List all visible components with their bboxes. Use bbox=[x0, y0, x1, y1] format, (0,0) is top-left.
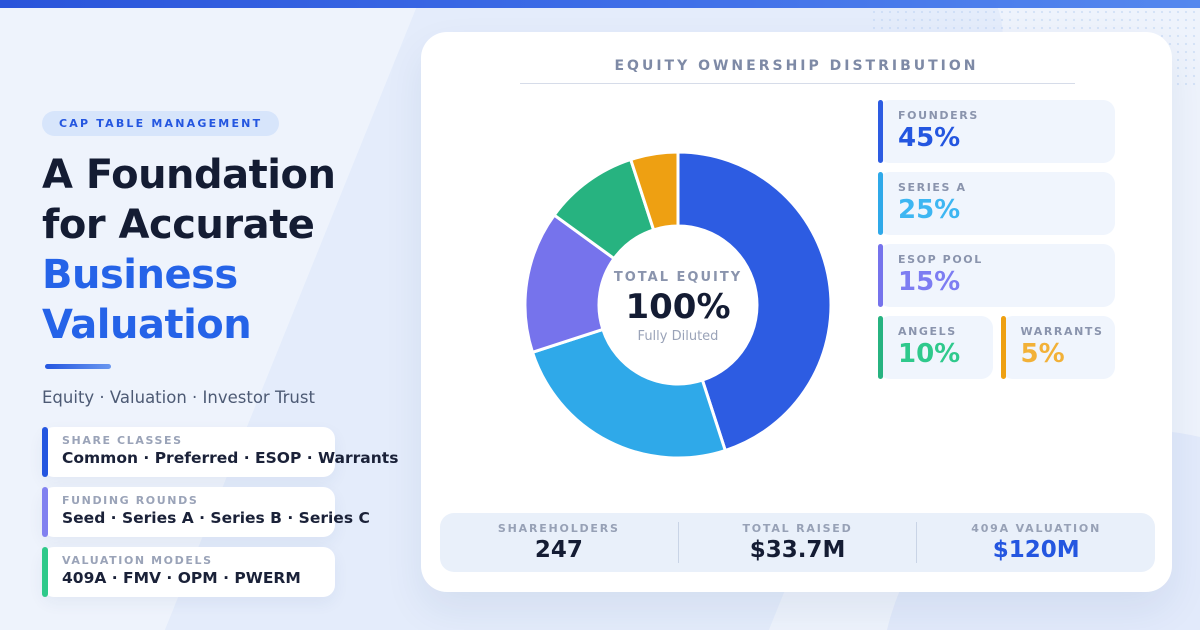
legend-accent-bar bbox=[878, 244, 883, 307]
page-title: A Foundation for Accurate Business Valua… bbox=[42, 150, 336, 350]
donut-segment-founders bbox=[676, 150, 833, 453]
legend-value: 5% bbox=[1020, 339, 1065, 369]
feature-label: FUNDING ROUNDS bbox=[62, 494, 199, 507]
stat-label: SHAREHOLDERS bbox=[497, 522, 620, 535]
feature-card-share-classes: SHARE CLASSES Common · Preferred · ESOP … bbox=[42, 427, 399, 477]
legend-value: 15% bbox=[898, 267, 961, 297]
category-badge: CAP TABLE MANAGEMENT bbox=[42, 111, 280, 136]
donut-center-subtext: Fully Diluted bbox=[637, 329, 719, 344]
legend-item-esop-pool: ESOP POOL 15% bbox=[878, 244, 1115, 307]
donut-center-text: TOTAL EQUITY 100% Fully Diluted bbox=[568, 270, 788, 344]
donut-center-value: 100% bbox=[625, 287, 731, 327]
equity-distribution-panel: EQUITY OWNERSHIP DISTRIBUTION TOTAL EQUI… bbox=[421, 32, 1172, 592]
legend-item-founders: FOUNDERS 45% bbox=[878, 100, 1115, 163]
donut-chart-svg bbox=[523, 150, 833, 460]
legend-value: 25% bbox=[898, 195, 961, 225]
stat-value: $120M bbox=[992, 537, 1080, 563]
stat-shareholders: SHAREHOLDERS 247 bbox=[440, 513, 678, 572]
page-title-line-2: for Accurate bbox=[42, 202, 315, 248]
stat-total-raised: TOTAL RAISED $33.7M bbox=[679, 513, 917, 572]
page-title-line-3: Business bbox=[42, 252, 238, 298]
donut-center-label: TOTAL EQUITY bbox=[613, 270, 743, 285]
stat-label: TOTAL RAISED bbox=[742, 522, 853, 535]
legend-accent-bar bbox=[1000, 316, 1006, 379]
legend-label: SERIES A bbox=[898, 181, 967, 194]
legend-item-series-a: SERIES A 25% bbox=[878, 172, 1115, 235]
stat-409a-valuation: 409A VALUATION $120M bbox=[917, 513, 1155, 572]
legend-label: ESOP POOL bbox=[898, 253, 983, 266]
page-title-line-1: A Foundation bbox=[42, 152, 336, 198]
panel-title-divider bbox=[520, 83, 1075, 84]
legend-label: ANGELS bbox=[898, 325, 957, 338]
feature-card-funding-rounds: FUNDING ROUNDS Seed · Series A · Series … bbox=[42, 487, 370, 537]
stat-value: 247 bbox=[534, 537, 583, 563]
stats-bar: SHAREHOLDERS 247 TOTAL RAISED $33.7M 409… bbox=[440, 513, 1155, 572]
feature-accent-bar bbox=[42, 427, 48, 477]
stat-value: $33.7M bbox=[749, 537, 846, 563]
donut-segment-series-a bbox=[530, 327, 727, 460]
legend-bottom-row: ANGELS 10% WARRANTS 5% bbox=[878, 316, 1115, 379]
legend-accent-bar bbox=[878, 100, 883, 163]
donut-chart bbox=[523, 150, 833, 460]
legend-value: 45% bbox=[898, 123, 961, 153]
stat-label: 409A VALUATION bbox=[971, 522, 1102, 535]
tagline: Equity · Valuation · Investor Trust bbox=[42, 388, 315, 407]
donut-segment-warrants bbox=[629, 150, 680, 232]
legend-value: 10% bbox=[898, 339, 961, 369]
top-accent-bar bbox=[0, 0, 1200, 8]
legend-item-angels: ANGELS 10% bbox=[878, 316, 993, 379]
feature-label: VALUATION MODELS bbox=[62, 554, 213, 567]
legend-item-warrants: WARRANTS 5% bbox=[1000, 316, 1115, 379]
feature-accent-bar bbox=[42, 487, 48, 537]
legend-accent-bar bbox=[878, 172, 883, 235]
feature-label: SHARE CLASSES bbox=[62, 434, 183, 447]
feature-value: 409A · FMV · OPM · PWERM bbox=[62, 569, 301, 587]
page-title-line-4: Valuation bbox=[42, 302, 252, 348]
feature-value: Seed · Series A · Series B · Series C bbox=[62, 509, 370, 527]
legend-label: WARRANTS bbox=[1020, 325, 1104, 338]
title-underline bbox=[45, 364, 111, 369]
stats-divider bbox=[677, 522, 679, 563]
feature-value: Common · Preferred · ESOP · Warrants bbox=[62, 449, 399, 467]
legend-accent-bar bbox=[878, 316, 883, 379]
feature-card-valuation-models: VALUATION MODELS 409A · FMV · OPM · PWER… bbox=[42, 547, 335, 597]
feature-card-list: SHARE CLASSES Common · Preferred · ESOP … bbox=[42, 427, 399, 597]
chart-legend: FOUNDERS 45% SERIES A 25% ESOP POOL 15% … bbox=[878, 100, 1115, 379]
legend-label: FOUNDERS bbox=[898, 109, 979, 122]
stats-divider bbox=[916, 522, 918, 563]
panel-title: EQUITY OWNERSHIP DISTRIBUTION bbox=[614, 58, 979, 74]
feature-accent-bar bbox=[42, 547, 48, 597]
